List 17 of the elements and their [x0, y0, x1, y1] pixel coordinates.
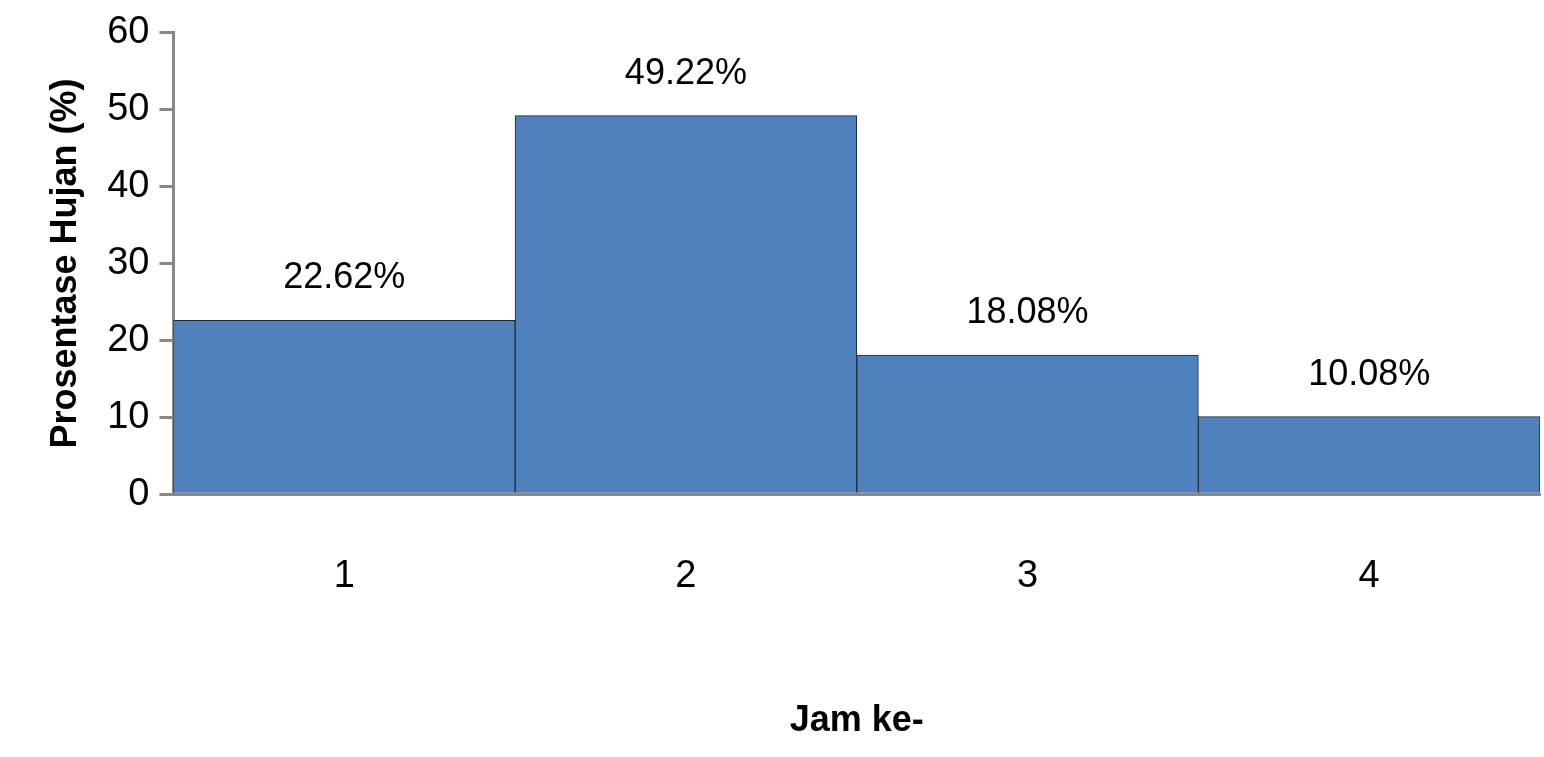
y-tick-label: 50 — [107, 86, 150, 129]
y-tick-label: 0 — [128, 470, 150, 513]
y-tick-label: 20 — [107, 316, 150, 359]
y-tick-label: 10 — [107, 393, 150, 436]
y-tick-label: 30 — [107, 239, 150, 282]
x-tick-label: 2 — [675, 553, 697, 596]
x-tick-label: 4 — [1358, 553, 1380, 596]
y-tick-label: 40 — [107, 163, 150, 206]
y-axis-title: Prosentase Hujan (%) — [42, 78, 84, 449]
y-tick-label: 60 — [107, 9, 150, 52]
data-label: 18.08% — [966, 290, 1089, 332]
data-label: 49.22% — [624, 50, 747, 92]
data-label: 22.62% — [283, 255, 406, 297]
x-tick-label: 1 — [333, 553, 355, 596]
x-tick-label: 3 — [1016, 553, 1039, 596]
x-axis-title: Jam ke- — [789, 698, 924, 740]
data-label: 10.08% — [1308, 351, 1431, 393]
